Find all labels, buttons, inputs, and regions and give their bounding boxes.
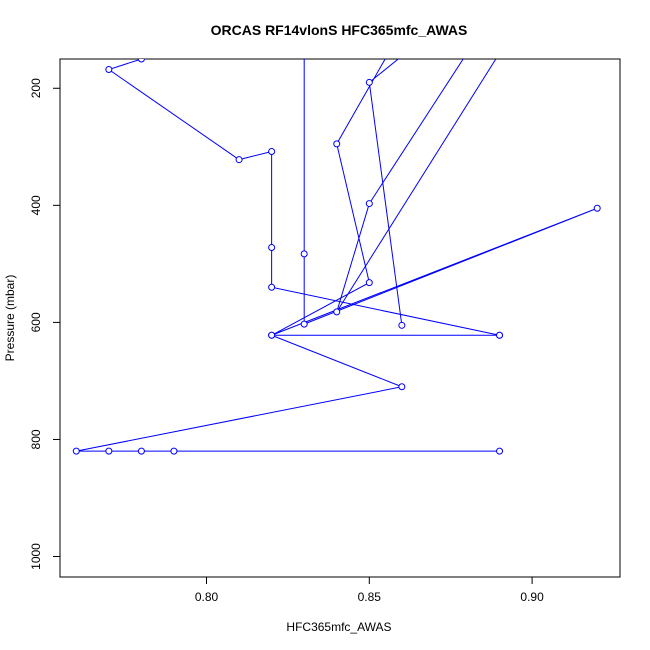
data-point <box>398 383 406 391</box>
data-point <box>137 59 145 63</box>
data-point <box>593 204 601 212</box>
data-point <box>170 447 178 455</box>
y-axis: 200 400 600 800 1000 <box>29 78 60 570</box>
data-point <box>365 200 373 208</box>
chart-title: ORCAS RF14vlonS HFC365mfc_AWAS <box>211 22 468 38</box>
x-tick-label: 0.80 <box>195 590 219 604</box>
data-point <box>496 447 504 455</box>
data-point <box>333 140 341 148</box>
data-point <box>268 331 276 339</box>
y-axis-label: Pressure (mbar) <box>3 275 17 362</box>
data-point <box>300 250 308 258</box>
data-point <box>496 331 504 339</box>
data-point <box>300 320 308 328</box>
x-axis-label: HFC365mfc_AWAS <box>286 620 391 634</box>
data-point <box>137 447 145 455</box>
data-point <box>365 279 373 287</box>
data-point <box>72 447 80 455</box>
data-point <box>105 66 113 74</box>
y-tick-label: 600 <box>29 312 43 332</box>
x-tick-label: 0.90 <box>520 590 544 604</box>
data-point <box>235 156 243 164</box>
y-tick-label: 1000 <box>29 543 43 570</box>
y-tick-label: 200 <box>29 78 43 98</box>
data-point <box>268 243 276 251</box>
y-tick-label: 400 <box>29 195 43 215</box>
series-line <box>76 59 598 452</box>
series-layer <box>72 59 601 455</box>
data-point <box>268 147 276 155</box>
data-point <box>398 321 406 329</box>
data-point <box>105 447 113 455</box>
data-point <box>365 78 373 86</box>
y-tick-label: 800 <box>29 429 43 449</box>
x-axis: 0.80 0.85 0.90 <box>195 577 544 604</box>
plot-frame <box>59 58 621 578</box>
x-tick-label: 0.85 <box>358 590 382 604</box>
data-point <box>333 308 341 316</box>
data-point <box>268 283 276 291</box>
